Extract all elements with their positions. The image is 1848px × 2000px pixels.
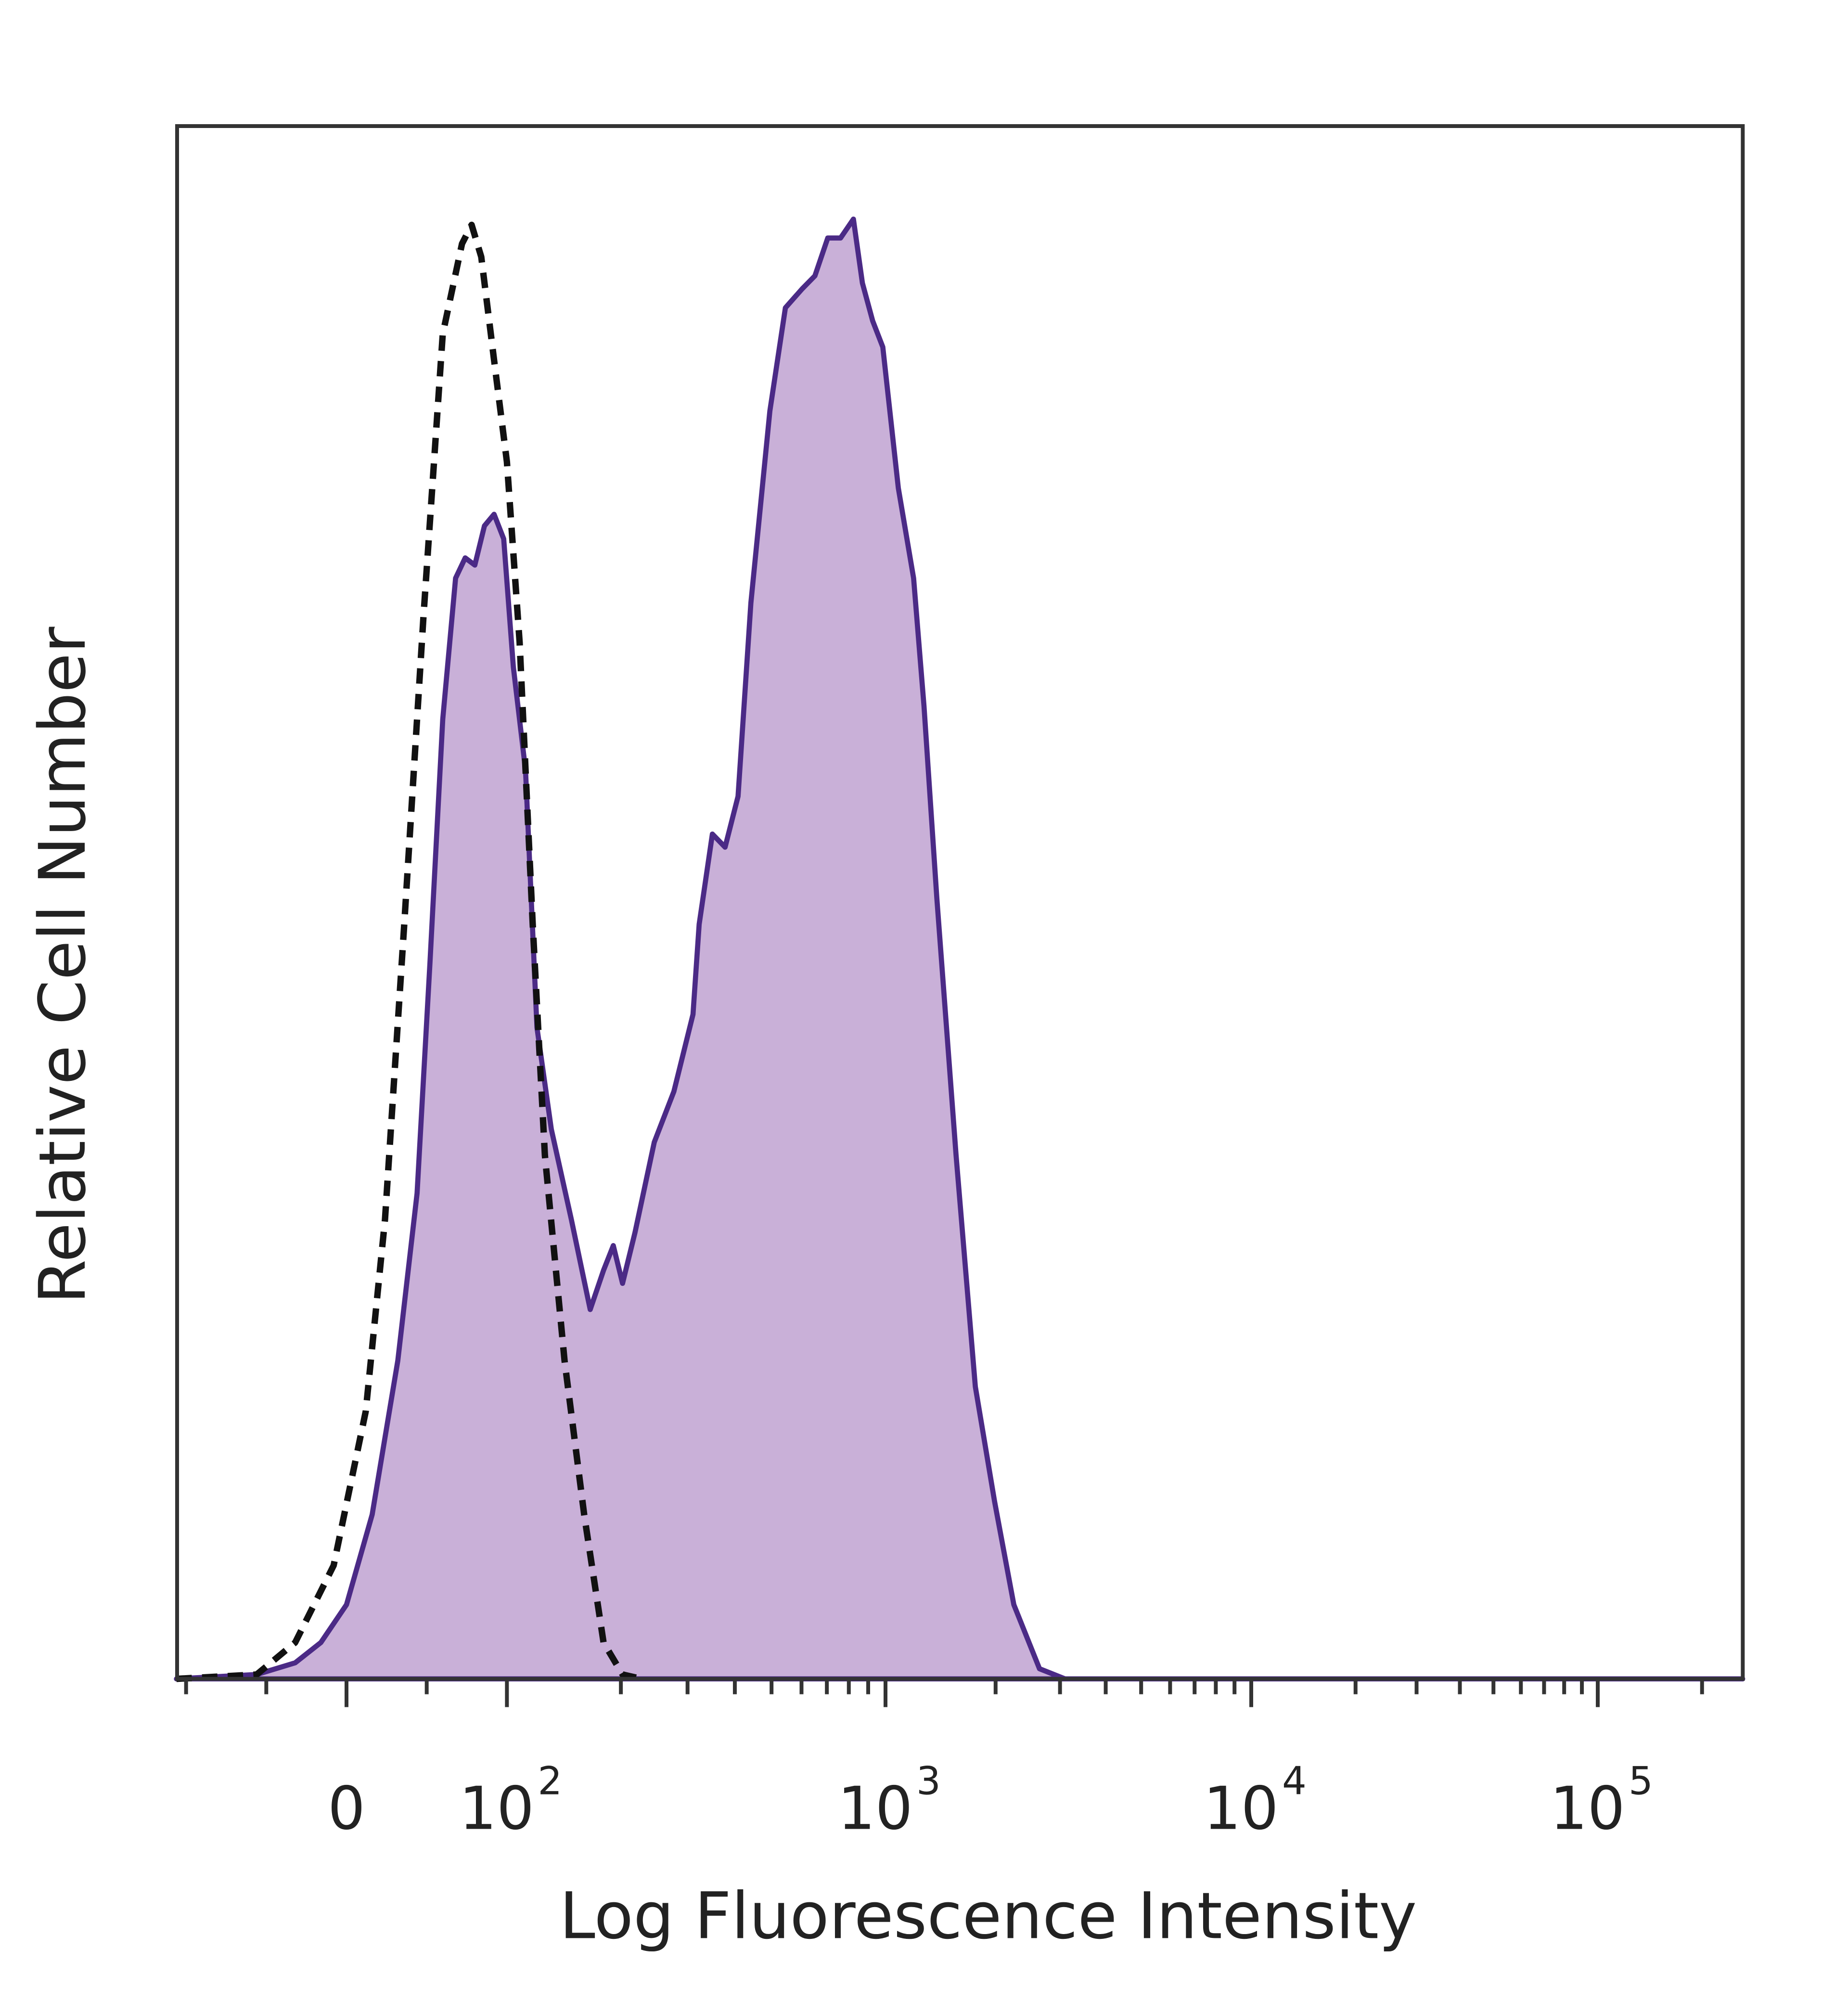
x-tick-label: 10 [459, 1774, 534, 1843]
y-axis-title: Relative Cell Number [26, 627, 100, 1304]
x-tick-label: 10 [1204, 1774, 1279, 1843]
control-histogram-dashed [176, 221, 642, 1682]
series-layer [174, 217, 1745, 1682]
x-tick-label: 10 [1550, 1774, 1625, 1843]
x-tick-exponent: 4 [1282, 1759, 1307, 1804]
stained-histogram [174, 217, 1745, 1681]
x-tick-labels: 0 10 2 10 3 10 4 10 5 [328, 1759, 1653, 1843]
x-tick-label: 0 [328, 1774, 365, 1843]
x-tick-exponent: 3 [916, 1759, 941, 1804]
x-ticks [184, 1679, 1704, 1707]
x-tick-label: 10 [838, 1774, 913, 1843]
x-tick-exponent: 5 [1629, 1759, 1653, 1804]
x-tick-exponent: 2 [538, 1759, 562, 1804]
x-axis-title: Log Fluorescence Intensity [560, 1879, 1417, 1953]
plot-frame [175, 124, 1745, 1681]
